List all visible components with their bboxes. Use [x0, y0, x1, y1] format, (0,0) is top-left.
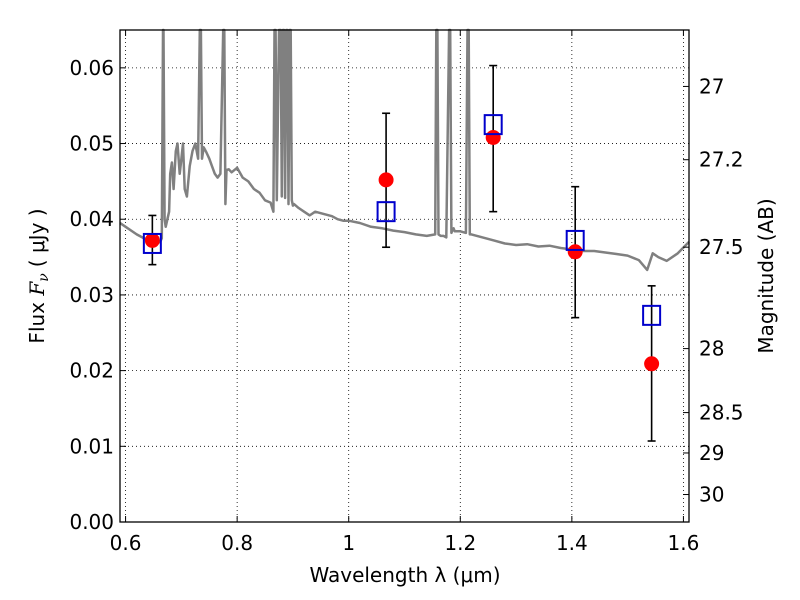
model-spectrum — [119, 28, 690, 272]
model-point — [376, 201, 396, 223]
observed-point — [144, 232, 160, 248]
model-point — [642, 304, 662, 326]
y-tick-label: 0.00 — [69, 510, 114, 534]
spectrum-line — [119, 28, 690, 272]
y2-tick-label: 29 — [699, 441, 724, 465]
y-axis-title-unit: ( μJy ) — [25, 208, 49, 267]
model-photometry-points — [142, 114, 662, 326]
x-tick-label: 1.2 — [444, 531, 476, 555]
y-axis-title-symbol: F — [25, 281, 49, 297]
model-point — [483, 114, 503, 136]
y-tick-label: 0.05 — [69, 132, 114, 156]
observed-point — [644, 356, 660, 372]
y-tick-label: 0.01 — [69, 434, 114, 458]
y2-tick-label: 28.5 — [699, 401, 744, 425]
plot-frame — [119, 29, 690, 523]
observed-point — [567, 244, 583, 260]
model-point — [565, 229, 585, 251]
x-tick-label: 0.6 — [110, 531, 142, 555]
x-axis-title: Wavelength λ (μm) — [309, 563, 500, 587]
y-tick-label: 0.03 — [69, 283, 114, 307]
y2-tick-label: 27.5 — [699, 235, 744, 259]
x-tick-label: 1.4 — [556, 531, 588, 555]
y2-axis: 27 27.2 27.5 28 28.5 29 30 — [683, 74, 744, 507]
y-tick-label: 0.02 — [69, 359, 114, 383]
grid-lines — [120, 30, 689, 523]
observed-point — [485, 129, 501, 145]
x-axis: 0.6 0.8 1 1.2 1.4 1.6 — [110, 30, 700, 555]
y-axis-title-subscript: ν — [36, 273, 52, 282]
y-tick-label: 0.06 — [69, 56, 114, 80]
y2-tick-label: 28 — [699, 337, 724, 361]
y2-tick-label: 27.2 — [699, 148, 744, 172]
y-axis-title-prefix: Flux — [25, 296, 49, 344]
y-axis: 0.00 0.01 0.02 0.03 0.04 0.05 0.06 — [69, 56, 126, 534]
y2-tick-label: 30 — [699, 483, 724, 507]
x-tick-label: 1 — [342, 531, 355, 555]
model-point — [142, 232, 162, 254]
y-axis-title: Flux Fν ( μJy ) — [25, 208, 52, 343]
x-tick-label: 1.6 — [668, 531, 700, 555]
y2-axis-title: Magnitude (AB) — [754, 198, 778, 353]
x-tick-label: 0.8 — [221, 531, 253, 555]
observed-point — [378, 172, 394, 188]
y2-tick-label: 27 — [699, 74, 724, 98]
y-tick-label: 0.04 — [69, 207, 114, 231]
